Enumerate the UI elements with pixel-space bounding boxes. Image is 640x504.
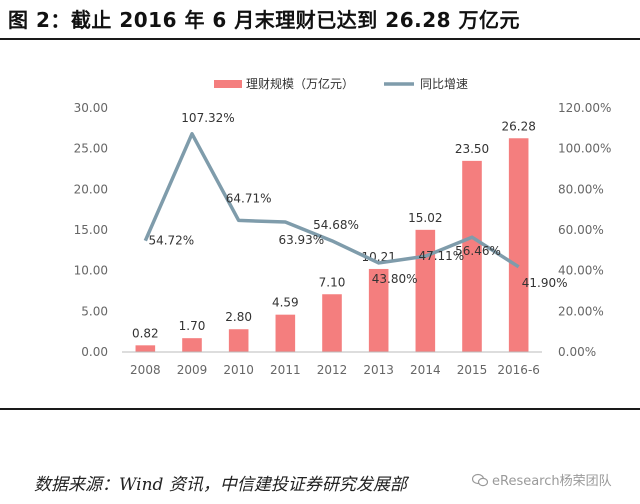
x-tick-label: 2010 [223,363,254,377]
bar-value-label: 23.50 [455,142,489,156]
wechat-icon [472,473,488,486]
bar-value-label: 2.80 [225,310,252,324]
left-tick-label: 25.00 [74,142,108,156]
left-axis: 0.00 5.00 10.00 15.00 20.00 25.00 30.00 [74,101,108,359]
growth-value-label: 54.72% [148,234,194,248]
source-note: 数据来源：Wind 资讯，中信建投证券研究发展部 [34,475,407,495]
left-tick-label: 10.00 [74,264,108,278]
legend-bar-label: 理财规模（万亿元） [246,76,354,91]
left-tick-label: 5.00 [81,304,108,318]
x-tick-label: 2015 [457,363,488,377]
x-tick-label: 2016-6 [497,363,540,377]
right-tick-label: 100.00% [558,142,611,156]
bar [322,294,342,352]
right-tick-label: 120.00% [558,101,611,115]
growth-value-label: 54.68% [313,218,359,232]
top-rule [0,38,640,40]
left-tick-label: 0.00 [81,345,108,359]
bar [275,314,296,352]
right-tick-label: 0.00% [558,345,596,359]
x-tick-label: 2012 [317,363,348,377]
x-tick-label: 2013 [363,363,394,377]
bar-value-label: 7.10 [319,275,346,289]
bar [508,138,529,352]
bar-value-label: 4.59 [272,296,299,310]
bar [228,329,249,352]
right-tick-label: 40.00% [558,264,604,278]
watermark-text: eResearch杨荣团队 [492,474,612,489]
growth-line-series: 54.72% 107.32% 64.71% 63.93%54.68% 43.80%47.… [143,111,568,290]
right-axis: 0.00% 20.00% 40.00% 60.00% 80.00% 100.00% 120.… [558,101,611,359]
x-tick-label: 2011 [270,363,301,377]
bottom-rule [0,408,640,410]
x-tick-label: 2008 [130,363,161,377]
left-tick-label: 20.00 [74,182,108,196]
bar [135,345,156,352]
chart-area: 理财规模（万亿元） 同比增速 0.00 5.00 10.00 15.00 20.00 25.… [74,76,612,377]
legend-line-label: 同比增速 [420,77,468,91]
chart-legend: 理财规模（万亿元） 同比增速 [214,76,468,91]
right-tick-label: 20.00% [558,304,604,318]
bar-value-label: 15.02 [408,211,442,225]
bar-value-label: 26.28 [501,119,535,133]
bar [415,229,436,352]
figure-title: 图 2：截止 2016 年 6 月末理财已达到 26.28 万亿元 [8,8,520,32]
watermark: eResearch杨荣团队 [472,470,612,489]
growth-value-label: 64.71% [226,191,272,205]
growth-value-label: 43.80% [372,272,418,286]
legend-bar-swatch [214,80,242,88]
left-tick-label: 30.00 [74,101,108,115]
x-axis: 2008 2009 2010 2011 2012 2013 2014 2015 2016-6 [122,351,542,377]
x-tick-label: 2014 [410,363,441,377]
bar [182,338,202,352]
growth-value-label: 41.90% [522,276,568,290]
right-tick-label: 60.00% [558,223,604,237]
x-tick-label: 2009 [177,363,208,377]
bar [462,160,482,352]
growth-line [143,132,520,269]
growth-value-label: 63.93% [278,233,324,247]
bar-value-label: 0.82 [132,326,159,340]
growth-value-label: 107.32% [181,111,234,125]
growth-value-label: 47.11% [418,249,464,263]
left-tick-label: 15.00 [74,223,108,237]
bar [368,268,389,352]
bar-value-label: 1.70 [179,319,206,333]
right-tick-label: 80.00% [558,182,604,196]
growth-value-label: 56.46% [455,244,501,258]
